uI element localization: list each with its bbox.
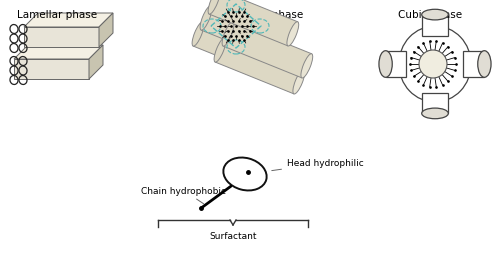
Ellipse shape: [287, 23, 298, 47]
Polygon shape: [386, 52, 406, 78]
Polygon shape: [209, 0, 298, 47]
Ellipse shape: [379, 52, 392, 78]
Ellipse shape: [271, 55, 282, 79]
Text: Head hydrophilic: Head hydrophilic: [272, 159, 364, 171]
Ellipse shape: [200, 7, 212, 31]
Polygon shape: [24, 14, 113, 28]
Ellipse shape: [422, 109, 448, 119]
Ellipse shape: [208, 0, 220, 15]
Ellipse shape: [399, 27, 471, 103]
Polygon shape: [14, 60, 89, 80]
Polygon shape: [215, 39, 304, 94]
Circle shape: [419, 51, 447, 79]
Ellipse shape: [301, 55, 312, 79]
Polygon shape: [99, 14, 113, 48]
Text: Surfactant: Surfactant: [209, 231, 257, 240]
Polygon shape: [14, 46, 103, 60]
Ellipse shape: [422, 10, 448, 21]
Polygon shape: [201, 7, 290, 63]
Ellipse shape: [293, 70, 304, 94]
Text: Hexagonal phase: Hexagonal phase: [213, 10, 303, 20]
Polygon shape: [422, 93, 448, 114]
Polygon shape: [193, 23, 282, 78]
Text: Lamellar phase: Lamellar phase: [18, 10, 98, 20]
Ellipse shape: [214, 39, 226, 63]
Text: Cubic phase: Cubic phase: [398, 10, 462, 20]
Ellipse shape: [279, 39, 290, 63]
Ellipse shape: [192, 23, 204, 47]
Ellipse shape: [478, 52, 491, 78]
Polygon shape: [24, 28, 99, 48]
Text: Chain hydrophobic: Chain hydrophobic: [141, 186, 226, 204]
Ellipse shape: [222, 23, 234, 47]
Polygon shape: [89, 46, 103, 80]
Polygon shape: [464, 52, 484, 78]
Polygon shape: [422, 15, 448, 36]
Polygon shape: [223, 23, 312, 78]
